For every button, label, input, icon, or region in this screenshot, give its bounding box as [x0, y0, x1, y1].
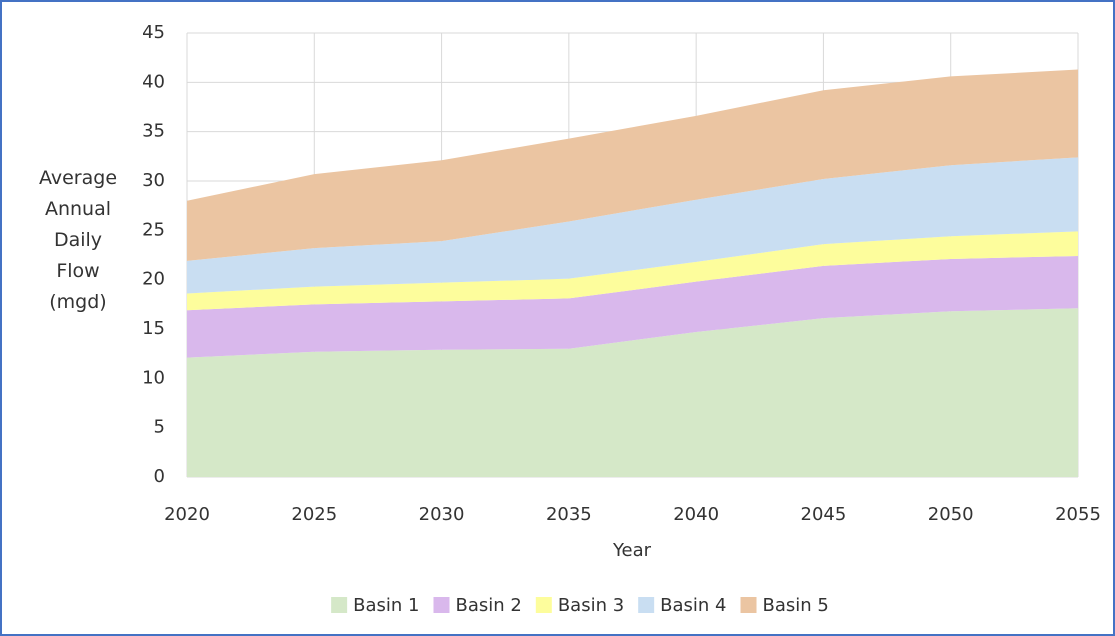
x-tick-label: 2025 [291, 504, 337, 525]
x-tick-label: 2055 [1055, 504, 1101, 525]
y-tick-label: 45 [142, 22, 165, 43]
legend-swatch [638, 597, 655, 613]
x-tick-label: 2020 [164, 504, 210, 525]
legend-swatch [331, 597, 348, 613]
x-tick-label: 2050 [928, 504, 974, 525]
legend-label: Basin 3 [558, 595, 624, 616]
x-tick-label: 2030 [419, 504, 465, 525]
area [187, 255, 1078, 358]
area [187, 231, 1078, 311]
y-tick-label: 5 [154, 417, 165, 438]
x-axis-title: Year [612, 540, 652, 561]
area [187, 157, 1078, 294]
y-tick-label: 30 [142, 170, 165, 191]
legend-swatch [740, 597, 757, 613]
legend-swatch [535, 597, 552, 613]
legend-label: Basin 2 [455, 595, 521, 616]
legend-label: Basin 1 [353, 595, 419, 616]
legend-label: Basin 5 [763, 595, 829, 616]
y-tick-label: 10 [142, 367, 165, 388]
x-tick-label: 2035 [546, 504, 592, 525]
y-tick-label: 15 [142, 318, 165, 339]
area [187, 69, 1078, 261]
y-tick-label: 25 [142, 219, 165, 240]
legend-swatch [433, 597, 450, 613]
x-tick-label: 2045 [801, 504, 847, 525]
x-tick-label: 2040 [673, 504, 719, 525]
y-tick-label: 0 [154, 466, 165, 487]
y-tick-label: 20 [142, 269, 165, 290]
y-tick-label: 35 [142, 121, 165, 142]
legend-label: Basin 4 [660, 595, 726, 616]
area [187, 308, 1078, 477]
y-tick-label: 40 [142, 71, 165, 92]
y-axis-title: Average Annual Daily Flow (mgd) [38, 167, 118, 313]
